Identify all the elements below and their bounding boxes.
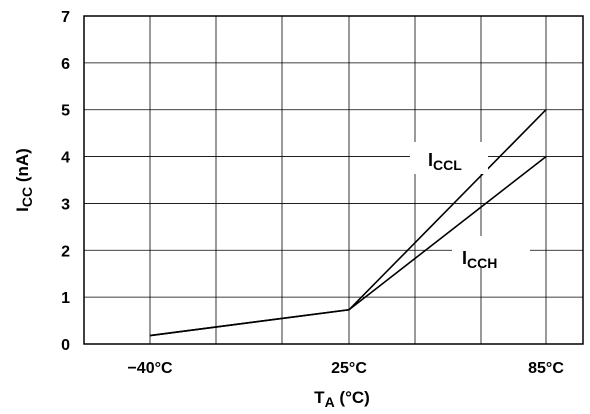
x-axis-title: TA (°C) bbox=[314, 388, 370, 410]
y-axis-title-suffix: (nA) bbox=[13, 148, 32, 187]
series-label-iccl-sub: CCL bbox=[433, 157, 462, 173]
y-tick-label-1: 1 bbox=[61, 290, 70, 307]
series-label-icch-sub: CCH bbox=[467, 255, 497, 271]
series-line-icch bbox=[149, 155, 547, 337]
y-axis-title-sub: CC bbox=[19, 187, 35, 207]
x-axis-title-main: T bbox=[314, 388, 325, 407]
y-axis-title-main: I bbox=[13, 207, 32, 212]
series-label-icch: ICCH bbox=[452, 236, 530, 271]
y-tick-label-7: 7 bbox=[61, 9, 70, 26]
x-tick-label-2: 85°C bbox=[528, 360, 564, 377]
y-tick-label-6: 6 bbox=[61, 56, 70, 73]
y-axis-title: ICC (nA) bbox=[13, 148, 35, 212]
x-tick-labels: −40°C 25°C 85°C bbox=[127, 360, 564, 377]
plot-frame bbox=[83, 15, 584, 345]
y-tick-label-2: 2 bbox=[61, 243, 70, 260]
x-tick-label-0: −40°C bbox=[127, 360, 173, 377]
y-tick-label-0: 0 bbox=[61, 337, 70, 354]
x-axis-title-sub: A bbox=[325, 394, 335, 410]
series-label-iccl-main: I bbox=[428, 150, 433, 170]
svg-text:ICCH: ICCH bbox=[462, 248, 497, 271]
grid-lines bbox=[84, 16, 583, 344]
series-lines bbox=[149, 109, 547, 337]
y-tick-label-5: 5 bbox=[61, 103, 70, 120]
series-label-icch-main: I bbox=[462, 248, 467, 268]
x-axis-title-suffix: (°C) bbox=[335, 388, 370, 407]
y-tick-label-3: 3 bbox=[61, 196, 70, 213]
svg-text:ICCL: ICCL bbox=[428, 150, 462, 173]
x-tick-label-1: 25°C bbox=[331, 360, 367, 377]
y-tick-labels: 0 1 2 3 4 5 6 7 bbox=[61, 9, 70, 354]
series-label-iccl: ICCL bbox=[410, 142, 488, 174]
y-tick-label-4: 4 bbox=[61, 150, 70, 167]
